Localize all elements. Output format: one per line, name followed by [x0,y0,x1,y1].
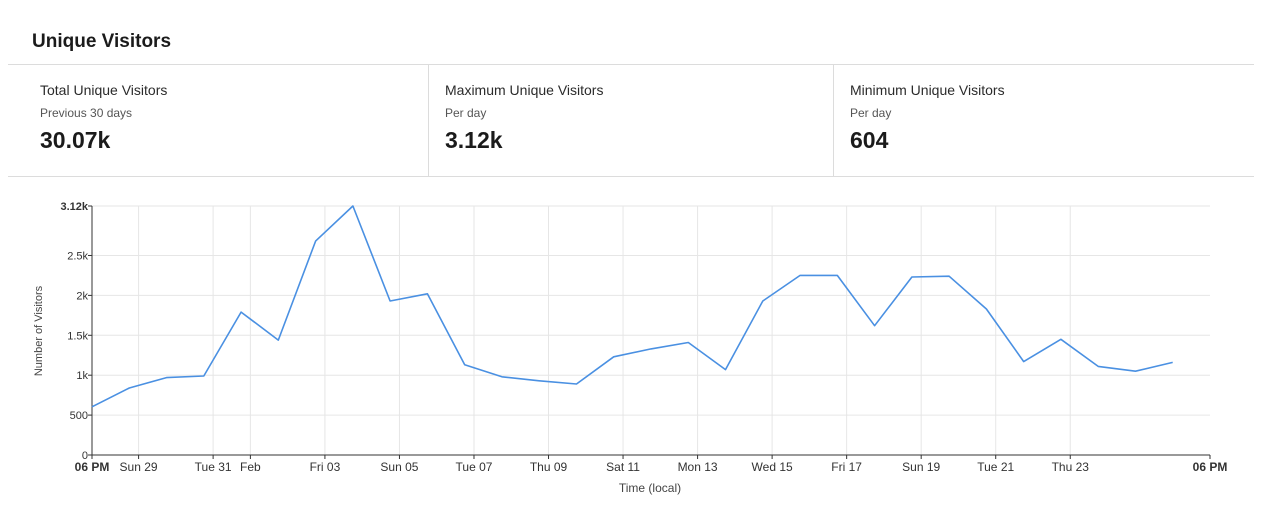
data-point[interactable] [198,370,210,382]
y-axis-label: Number of Visitors [33,285,45,376]
data-point[interactable] [235,306,247,318]
data-point[interactable] [570,378,582,390]
data-point[interactable] [794,269,806,281]
axes [88,205,1211,459]
grid-lines [92,205,1210,456]
data-point[interactable] [310,235,322,247]
series-line[interactable] [86,200,1179,413]
data-point[interactable] [1092,360,1104,372]
y-tick-label: 2.5k [67,250,88,262]
stat-label: Total Unique Visitors [40,82,168,98]
stat-label: Minimum Unique Visitors [850,82,1005,98]
stat-value: 604 [850,127,889,153]
y-tick-label: 0 [82,450,88,462]
data-point[interactable] [123,382,135,394]
y-tick-label: 500 [70,410,88,422]
x-axis-label: Time (local) [619,481,681,495]
x-tick-label: Thu 23 [1052,460,1090,474]
data-point[interactable] [943,270,955,282]
x-tick-label: 06 PM [1193,460,1228,474]
tick-labels: 0 500 1k 1.5k 2k 2.5k 3.12k 06 PM Sun 29 Tue 31 Fe… [60,201,1227,474]
stat-sublabel: Per day [445,106,487,120]
data-point[interactable] [682,336,694,348]
data-point[interactable] [496,371,508,383]
data-point[interactable] [1167,356,1179,368]
series-line-path[interactable] [91,205,1173,408]
x-tick-label: Sun 05 [380,460,418,474]
stat-value: 3.12k [445,127,503,153]
y-tick-label: 3.12k [60,201,88,213]
stat-sublabel: Per day [850,106,892,120]
data-point[interactable] [161,372,173,384]
data-point[interactable] [608,351,620,363]
stat-minimum-unique-visitors: Minimum Unique Visitors Per day 604 [833,65,1254,176]
stats-row: Total Unique Visitors Previous 30 days 3… [8,64,1254,177]
data-point[interactable] [1129,365,1141,377]
x-tick-label: Tue 21 [977,460,1014,474]
data-point[interactable] [869,320,881,332]
y-tick-label: 1k [76,370,88,382]
x-tick-label: Fri 17 [831,460,862,474]
page-title: Unique Visitors [32,31,172,52]
data-point[interactable] [1018,356,1030,368]
data-point[interactable] [384,295,396,307]
data-point[interactable] [272,334,284,346]
data-point[interactable] [720,364,732,376]
data-point[interactable] [533,375,545,387]
stat-label: Maximum Unique Visitors [445,82,604,98]
x-tick-label: Feb [240,460,261,474]
x-tick-label: Thu 09 [530,460,568,474]
data-point[interactable] [831,269,843,281]
x-tick-label: Tue 31 [195,460,232,474]
unique-visitors-line-chart: 0 500 1k 1.5k 2k 2.5k 3.12k 06 PM Sun 29 Tue 31 Fe… [33,200,1227,495]
x-tick-label: Sat 11 [606,460,640,474]
x-tick-label: 06 PM [75,460,110,474]
data-point[interactable] [980,303,992,315]
x-tick-label: Sun 19 [902,460,940,474]
y-tick-label: 2k [76,290,88,302]
x-tick-label: Sun 29 [120,460,158,474]
stat-maximum-unique-visitors: Maximum Unique Visitors Per day 3.12k [428,65,833,176]
x-tick-label: Mon 13 [678,460,718,474]
data-point[interactable] [459,359,471,371]
y-tick-label: 1.5k [67,330,88,342]
stat-total-unique-visitors: Total Unique Visitors Previous 30 days 3… [8,65,428,176]
data-point[interactable] [347,200,359,212]
data-point[interactable] [757,295,769,307]
x-tick-label: Tue 07 [456,460,493,474]
x-tick-label: Fri 03 [310,460,341,474]
data-point[interactable] [906,271,918,283]
data-point[interactable] [1055,333,1067,345]
stat-sublabel: Previous 30 days [40,106,133,120]
stat-value: 30.07k [40,127,111,153]
data-point[interactable] [421,288,433,300]
x-tick-label: Wed 15 [752,460,793,474]
data-point[interactable] [645,343,657,355]
